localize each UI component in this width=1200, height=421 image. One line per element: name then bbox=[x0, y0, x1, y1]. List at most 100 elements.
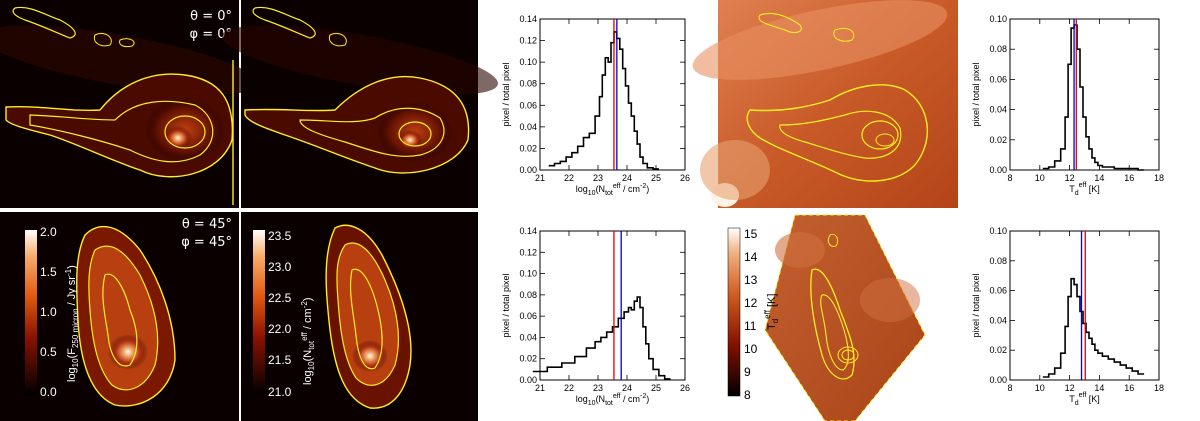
histogram-panel-3: 21 22 23 24 25 26 0.00 0.02 0.04 0.06 0.08 0.10 0.12… bbox=[501, 226, 690, 407]
x-tick-label: 16 bbox=[1124, 383, 1134, 393]
y-tick-label: 0.02 bbox=[989, 135, 1007, 145]
y-tick-label: 0.00 bbox=[989, 165, 1007, 175]
column-tick-21-5: 21.5 bbox=[268, 353, 292, 367]
x-tick-label: 24 bbox=[622, 173, 632, 183]
y-tick-label: 0.02 bbox=[519, 143, 537, 153]
histogram-line bbox=[548, 31, 659, 170]
column-tick-23-0: 23.0 bbox=[268, 260, 292, 274]
x-tick-label: 18 bbox=[1154, 173, 1164, 183]
y-tick-label: 0.10 bbox=[989, 14, 1007, 24]
x-tick-label: 23 bbox=[593, 173, 603, 183]
flux-tick-1-0: 1.0 bbox=[40, 305, 57, 319]
x-axis-label: log10(Ntoteff / cm-2) bbox=[576, 183, 650, 197]
flux-colorbar bbox=[25, 230, 37, 395]
x-tick-label: 12 bbox=[1065, 383, 1075, 393]
x-tick-label: 26 bbox=[680, 173, 690, 183]
x-tick-label: 21 bbox=[535, 173, 545, 183]
y-tick-label: 0.00 bbox=[519, 375, 537, 385]
y-tick-label: 0.04 bbox=[519, 122, 537, 132]
flux-colorbar-ticks: 2.0 1.5 1.0 0.5 0.0 bbox=[40, 225, 57, 399]
y-tick-label: 0.08 bbox=[519, 79, 537, 89]
x-axis-label: Tdeff [K] bbox=[1069, 182, 1100, 197]
temperature-colorbar-label: Tdeff [K] bbox=[763, 294, 780, 330]
histogram-line bbox=[1042, 24, 1145, 171]
y-tick-label: 0.04 bbox=[989, 105, 1007, 115]
temp-tick-15: 15 bbox=[744, 227, 758, 241]
y-tick-label: 0.10 bbox=[519, 269, 537, 279]
column-density-map-top bbox=[222, 0, 498, 208]
y-tick-label: 0.00 bbox=[989, 375, 1007, 385]
x-tick-label: 26 bbox=[680, 383, 690, 393]
histogram-frame bbox=[1009, 18, 1160, 171]
y-axis-label: pixel / total pixel bbox=[501, 273, 511, 337]
flux-map-bottom: 2.0 1.5 1.0 0.5 0.0 log10(F250 micron / … bbox=[0, 212, 239, 421]
x-tick-label: 22 bbox=[564, 383, 574, 393]
y-tick-label: 0.06 bbox=[989, 74, 1007, 84]
histogram-panel-4: 8 10 12 14 16 18 0.00 0.02 0.04 0.06 0.08 0.10 pixel… bbox=[971, 226, 1164, 407]
y-tick-label: 0.14 bbox=[519, 226, 537, 236]
histograms: 21 22 23 24 25 26 0.00 0.02 0.04 0.06 0.08 0.10 0.12… bbox=[501, 14, 1164, 407]
temperature-map-top bbox=[692, 0, 958, 208]
histogram-line bbox=[532, 296, 671, 380]
angle-phi-top: φ = 0° bbox=[189, 27, 232, 42]
y-tick-label: 0.08 bbox=[989, 44, 1007, 54]
x-tick-label: 8 bbox=[1007, 173, 1012, 183]
column-density-colorbar-ticks: 23.5 23.0 22.5 22.0 21.5 21.0 bbox=[268, 229, 292, 399]
y-tick-label: 0.10 bbox=[519, 57, 537, 67]
flux-tick-0-5: 0.5 bbox=[40, 345, 57, 359]
y-tick-label: 0.02 bbox=[989, 345, 1007, 355]
temp-tick-13: 13 bbox=[744, 273, 758, 287]
x-tick-label: 14 bbox=[1094, 383, 1104, 393]
x-tick-label: 12 bbox=[1065, 173, 1075, 183]
column-density-colorbar-label: log10(Ntoteff / cm-2) bbox=[300, 298, 316, 386]
x-tick-label: 14 bbox=[1094, 173, 1104, 183]
y-tick-label: 0.14 bbox=[519, 14, 537, 24]
column-density-map-bottom: 23.5 23.0 22.5 22.0 21.5 21.0 log10(Ntot… bbox=[241, 212, 478, 421]
x-tick-label: 16 bbox=[1124, 173, 1134, 183]
y-tick-label: 0.02 bbox=[519, 354, 537, 364]
angle-phi-bottom: φ = 45° bbox=[181, 235, 232, 250]
x-tick-label: 18 bbox=[1154, 383, 1164, 393]
histogram-frame bbox=[539, 230, 686, 381]
histogram-panel-2: 8 10 12 14 16 18 0.00 0.02 0.04 0.06 0.08 0.10 pixel… bbox=[971, 14, 1164, 197]
temp-tick-14: 14 bbox=[744, 250, 758, 264]
temp-tick-11: 11 bbox=[744, 319, 757, 333]
angle-theta-bottom: θ = 45° bbox=[182, 217, 232, 232]
y-axis-label: pixel / total pixel bbox=[971, 62, 981, 126]
temperature-colorbar bbox=[727, 227, 741, 397]
temp-tick-12: 12 bbox=[744, 296, 758, 310]
temperature-map-bottom: 15 14 13 12 11 10 9 8 Tdeff [K] bbox=[718, 212, 958, 421]
x-axis-label: Tdeff [K] bbox=[1069, 392, 1100, 407]
y-tick-label: 0.12 bbox=[519, 247, 537, 257]
x-tick-label: 8 bbox=[1007, 383, 1012, 393]
y-tick-label: 0.06 bbox=[519, 311, 537, 321]
column-tick-22-5: 22.5 bbox=[268, 291, 292, 305]
x-tick-label: 25 bbox=[651, 173, 661, 183]
histogram-frame bbox=[1009, 230, 1160, 381]
y-axis-label: pixel / total pixel bbox=[501, 62, 511, 126]
column-tick-22-0: 22.0 bbox=[268, 322, 292, 336]
y-tick-label: 0.06 bbox=[519, 100, 537, 110]
histogram-line bbox=[1042, 277, 1145, 378]
x-tick-label: 10 bbox=[1035, 383, 1045, 393]
temperature-colorbar-ticks: 15 14 13 12 11 10 9 8 bbox=[744, 227, 758, 402]
flux-map-top: θ = 0° φ = 0° bbox=[0, 0, 258, 208]
flux-tick-1-5: 1.5 bbox=[40, 265, 57, 279]
column-tick-23-5: 23.5 bbox=[268, 229, 292, 243]
y-axis-label: pixel / total pixel bbox=[971, 273, 981, 337]
x-axis-label: log10(Ntoteff / cm-2) bbox=[576, 393, 650, 407]
angle-theta-top: θ = 0° bbox=[190, 9, 232, 24]
y-tick-label: 0.06 bbox=[989, 286, 1007, 296]
x-tick-label: 10 bbox=[1035, 173, 1045, 183]
y-tick-label: 0.04 bbox=[519, 332, 537, 342]
column-tick-21-0: 21.0 bbox=[268, 385, 292, 399]
x-tick-label: 22 bbox=[564, 173, 574, 183]
y-tick-label: 0.12 bbox=[519, 36, 537, 46]
x-tick-label: 23 bbox=[593, 383, 603, 393]
y-tick-label: 0.04 bbox=[989, 315, 1007, 325]
temp-tick-8: 8 bbox=[744, 388, 751, 402]
flux-tick-2-0: 2.0 bbox=[40, 225, 57, 239]
flux-colorbar-label: log10(F250 micron / Jy sr-1) bbox=[64, 265, 80, 382]
histogram-panel-1: 21 22 23 24 25 26 0.00 0.02 0.04 0.06 0.08 0.10 0.12… bbox=[501, 14, 690, 197]
